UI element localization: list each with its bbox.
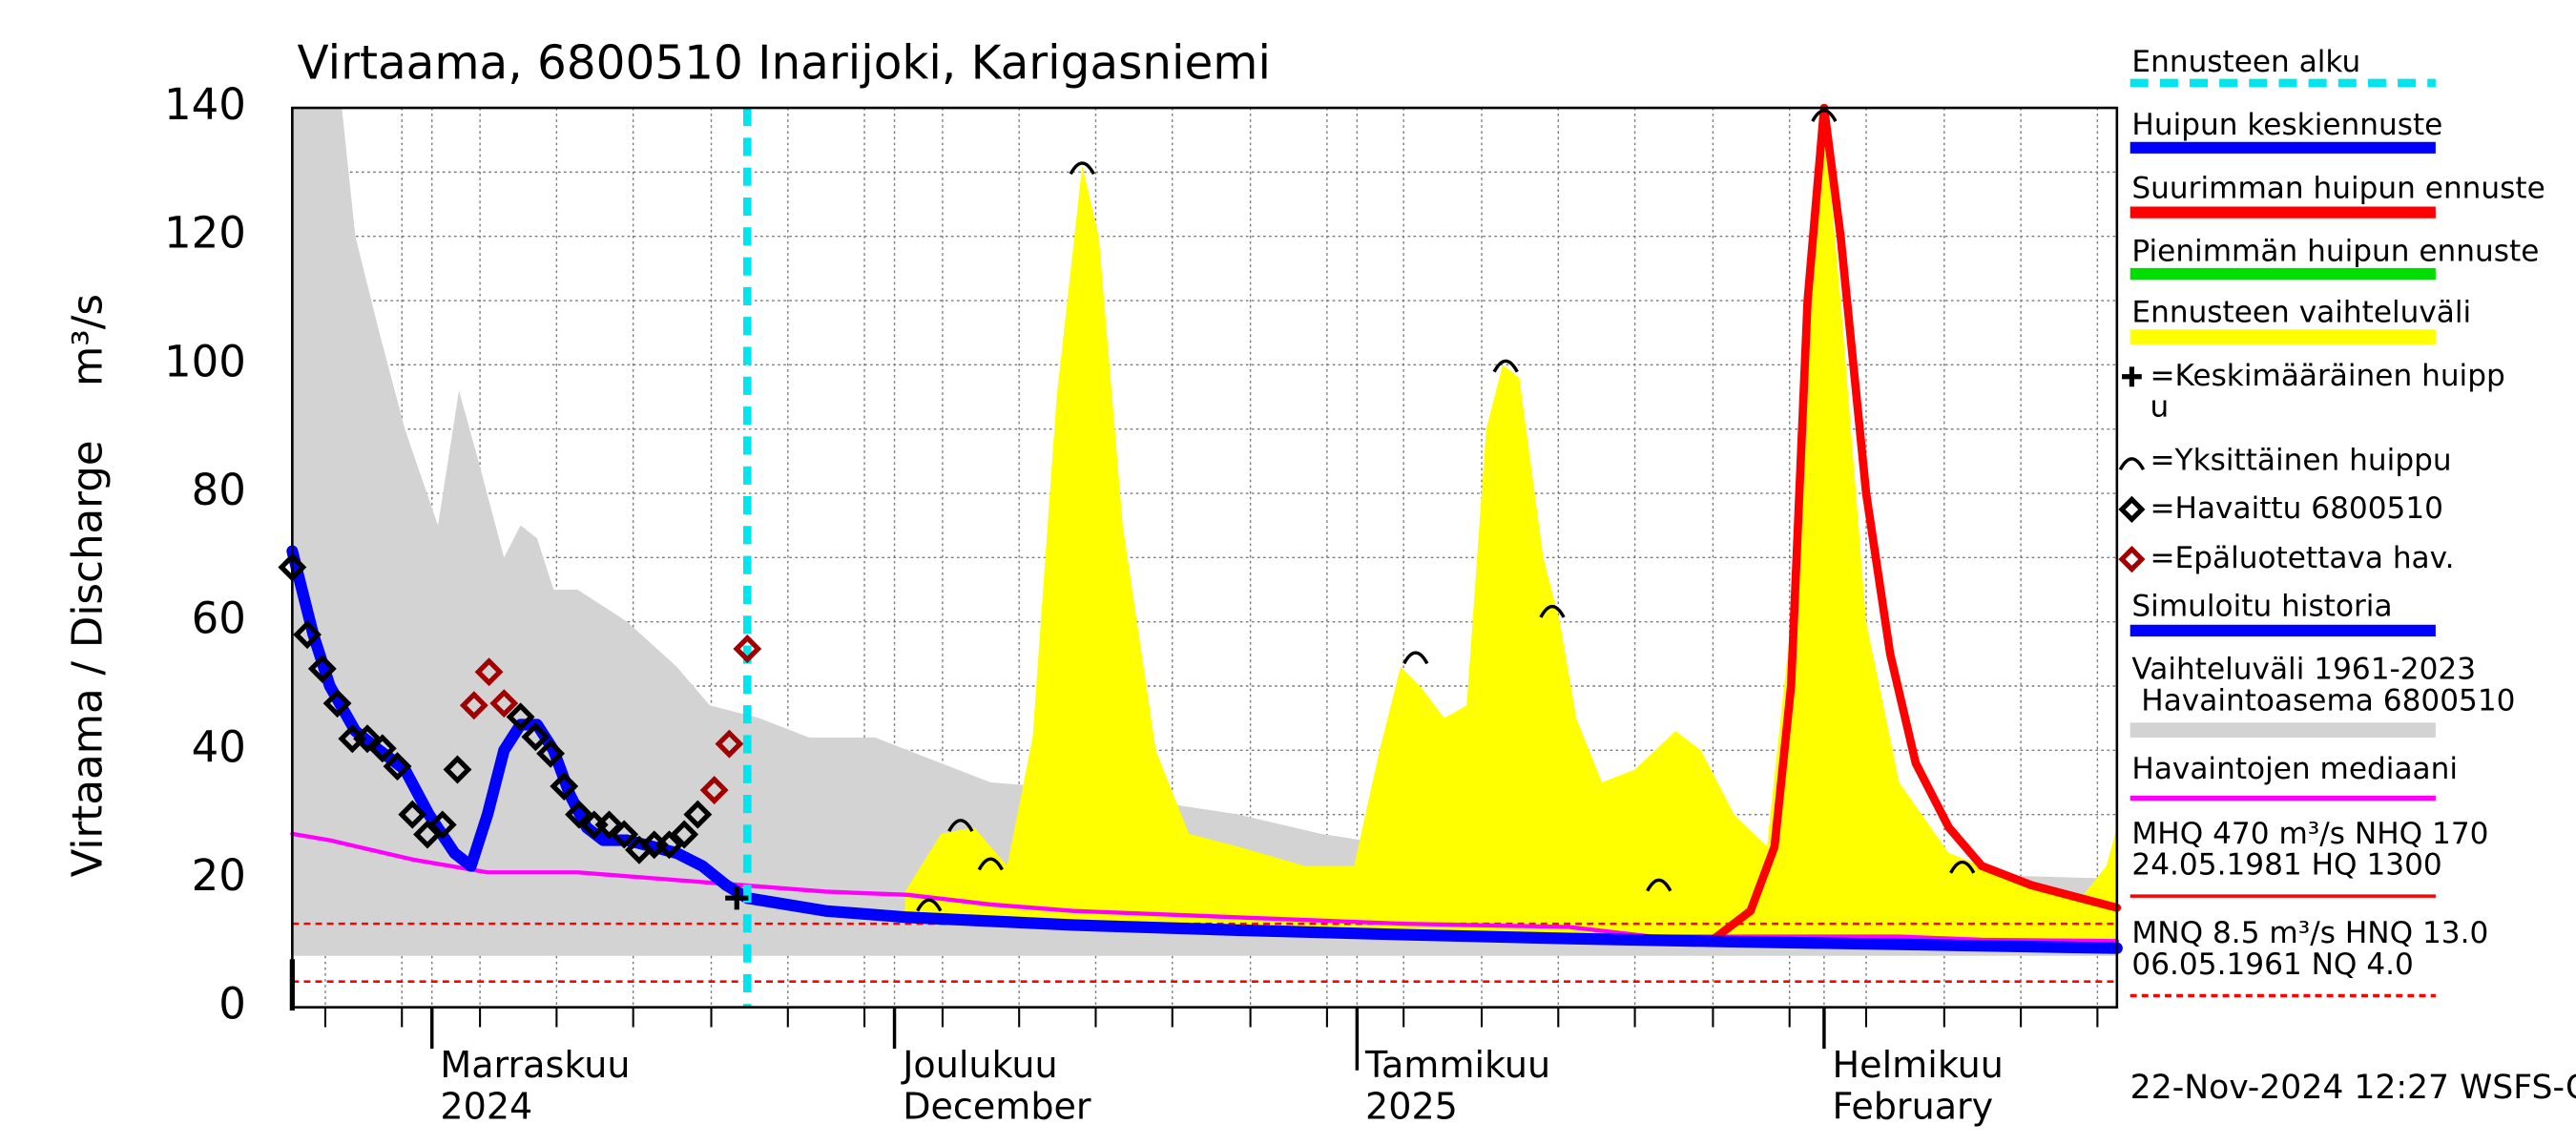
peak-marker (1949, 860, 1976, 874)
legend-label: Huipun keskiennuste (2131, 108, 2442, 142)
observation-marker (353, 724, 382, 754)
legend-swatch (2118, 545, 2146, 573)
plot-area (278, 103, 2123, 1009)
legend-label: Vaihteluväli 1961-2023 Havaintoasema 680… (2131, 653, 2515, 718)
observation-marker (506, 702, 535, 732)
observation-marker (683, 800, 713, 829)
observation-marker (489, 689, 519, 718)
legend-swatch (2118, 457, 2146, 471)
peak-marker (947, 819, 974, 832)
y-tick-label: 60 (192, 593, 246, 644)
observation-marker (594, 810, 624, 840)
mean-peak-marker (725, 886, 749, 910)
peak-marker (1646, 878, 1672, 892)
y-axis-label: Virtaama / Discharge (65, 440, 113, 877)
peak-marker (1402, 651, 1429, 665)
chart-title: Virtaama, 6800510 Inarijoki, Karigasniem… (298, 36, 1271, 90)
observation-marker (474, 657, 504, 687)
legend-label: Havaintojen mediaani (2131, 752, 2458, 786)
x-tick-label: Joulukuu (901, 1044, 1057, 1086)
y-tick-label: 100 (164, 336, 246, 386)
series-line (1704, 103, 2122, 947)
x-tick-label: Marraskuu (440, 1044, 630, 1086)
legend-swatch (2118, 495, 2146, 524)
legend-swatch (2122, 366, 2142, 387)
x-tick-sublabel: February (1833, 1085, 1994, 1127)
legend-label: MNQ 8.5 m³/s HNQ 13.0 06.05.1961 NQ 4.0 (2131, 916, 2488, 982)
legend: Ennusteen alku Huipun keskiennuste Suurimm… (2118, 45, 2545, 998)
legend-label: Ennusteen vaihteluväli (2131, 296, 2471, 330)
x-tick-label: Tammikuu (1364, 1044, 1550, 1086)
y-tick-label: 120 (164, 208, 246, 259)
observation-marker (367, 734, 397, 763)
legend-label: Simuloitu historia (2131, 589, 2392, 623)
legend-label: Ennusteen alku (2131, 45, 2360, 79)
footer: 22-Nov-2024 12:27 WSFS-O (2130, 1069, 2576, 1107)
plot-frame (291, 106, 2119, 1009)
observation-marker (733, 634, 762, 663)
y-tick-label: 0 (218, 979, 246, 1030)
legend-label: =Havaittu 6800510 (2150, 491, 2443, 526)
x-tick-sublabel: December (903, 1085, 1091, 1127)
y-tick-label: 20 (192, 850, 246, 901)
observation-marker (699, 776, 729, 805)
x-tick-sublabel: 2024 (440, 1085, 532, 1127)
observation-marker (443, 755, 472, 784)
legend-label: =Epäluotettava hav. (2150, 541, 2454, 575)
y-tick-label: 80 (192, 465, 246, 515)
observation-marker (398, 800, 427, 829)
peak-marker (977, 857, 1004, 871)
peak-marker (1069, 161, 1095, 176)
x-tick-sublabel: 2025 (1365, 1085, 1458, 1127)
series-line (741, 892, 2123, 954)
x-tick-label: Helmikuu (1833, 1044, 2004, 1086)
observation-marker (565, 800, 593, 829)
observation-marker (307, 654, 337, 683)
observation-marker (383, 752, 412, 781)
y-tick-label: 140 (164, 79, 246, 130)
legend-label: Pienimmän huipun ennuste (2131, 234, 2539, 268)
observation-marker (521, 722, 551, 752)
peak-marker (916, 898, 943, 912)
legend-label: Suurimman huipun ennuste (2131, 171, 2545, 205)
y-axis-unit: m³/s (65, 294, 113, 386)
observation-marker (322, 689, 352, 718)
peak-marker (1492, 359, 1519, 373)
legend-label: =Keskimääräinen huipp u (2150, 359, 2504, 425)
observation-marker (670, 820, 699, 849)
observation-marker (293, 620, 322, 650)
observation-marker (536, 739, 566, 768)
observation-marker (654, 830, 684, 860)
observation-marker (715, 729, 744, 759)
legend-label: MHQ 470 m³/s NHQ 170 24.05.1981 HQ 1300 (2131, 817, 2488, 883)
y-tick-label: 40 (192, 721, 246, 772)
peak-marker (1539, 604, 1566, 618)
observation-marker (427, 810, 457, 840)
observation-marker (610, 820, 639, 849)
range-band (904, 120, 2117, 948)
observation-marker (459, 691, 488, 720)
observation-marker (550, 772, 579, 802)
legend-label: =Yksittäinen huippu (2150, 443, 2451, 477)
peak-marker (1811, 109, 1838, 122)
